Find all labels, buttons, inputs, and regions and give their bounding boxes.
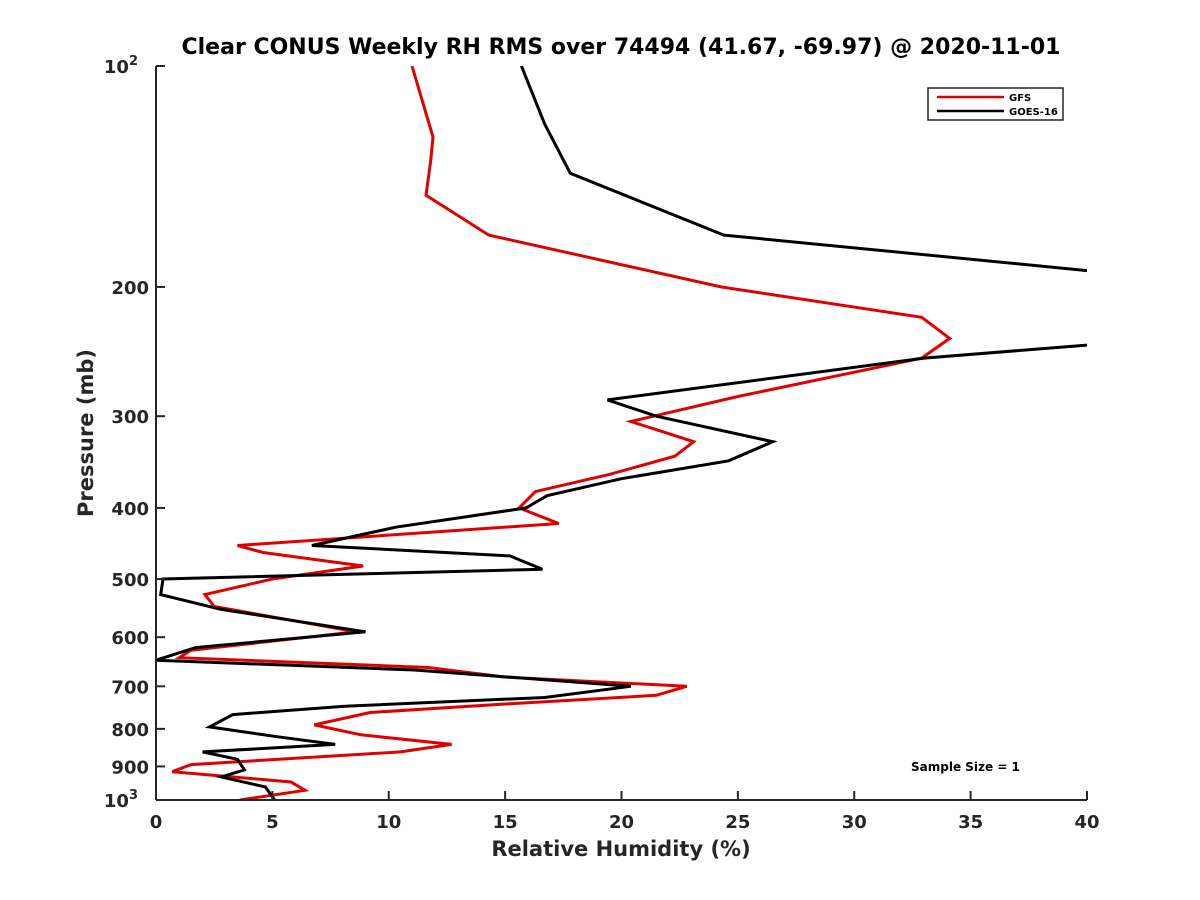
x-tick-label: 15 [493,812,518,833]
y-tick-label: 102 [104,54,138,78]
y-axis-label: Pressure (mb) [74,349,98,517]
y-ticks: 102 200 300 400 500 600 700 800 900 103 [104,54,165,812]
sample-size-annotation: Sample Size = 1 [911,760,1020,774]
y-tick-label: 103 [104,788,138,812]
x-axis-label: Relative Humidity (%) [491,837,750,861]
x-tick-label: 20 [609,812,634,833]
y-tick-label: 600 [111,628,149,649]
x-tick-label: 30 [842,812,867,833]
chart-title: Clear CONUS Weekly RH RMS over 74494 (41… [182,35,1061,60]
y-tick-label: 800 [111,720,149,741]
y-tick-label: 500 [111,570,149,591]
y-tick-label: 200 [111,278,149,299]
legend-gfs-label: GFS [1009,93,1031,104]
x-tick-label: 0 [150,812,163,833]
x-ticks: 0 5 10 15 20 25 30 35 40 [150,791,1100,833]
x-tick-label: 25 [725,812,750,833]
y-tick-label: 400 [111,499,149,520]
legend-box [927,87,1064,121]
y-tick-label: 300 [111,407,149,428]
y-tick-label: 700 [111,677,149,698]
x-tick-label: 35 [958,812,983,833]
x-tick-label: 5 [266,812,279,833]
legend-goes16-label: GOES-16 [1009,107,1058,118]
series-line-gfs [171,66,953,800]
legend: GFS GOES-16 [927,87,1064,121]
y-tick-label: 900 [111,757,149,778]
x-tick-label: 40 [1074,812,1099,833]
x-tick-label: 10 [376,812,401,833]
